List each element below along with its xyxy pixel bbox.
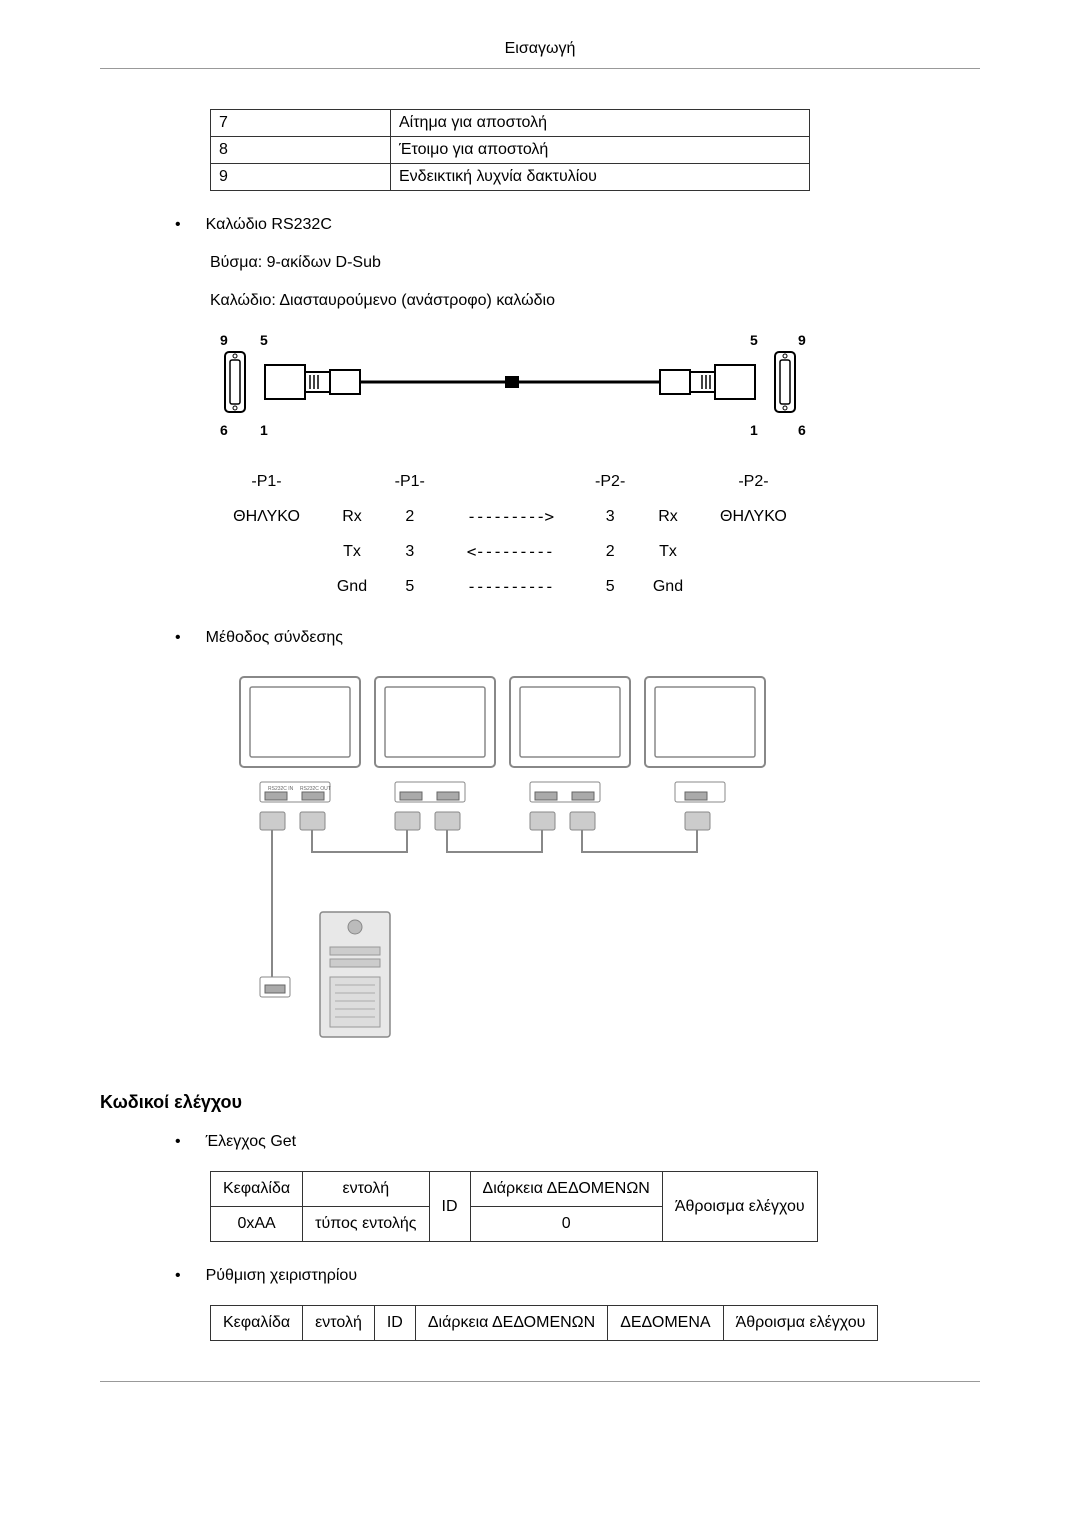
get-control-bullet: Έλεγχος Get	[175, 1133, 980, 1151]
sig1: Tx	[323, 534, 381, 569]
ports-3	[530, 782, 600, 830]
sig2: Rx	[639, 499, 697, 534]
side1: ΘΗΛΥΚΟ	[210, 499, 323, 534]
cable-text: Καλώδιο: Διασταυρούμενο (ανάστροφο) καλώ…	[210, 292, 980, 310]
table-row: 9 Ενδεικτική λυχνία δακτυλίου	[211, 164, 810, 191]
pin-number: 9	[211, 164, 391, 191]
monitor-1	[240, 677, 360, 767]
arrow: ----------	[439, 569, 582, 604]
plug-text: Βύσμα: 9-ακίδων D-Sub	[210, 254, 980, 272]
cable-diagram: 9 5 6 1 5 9 1 6	[210, 330, 810, 445]
get-control-table: Κεφαλίδα εντολή ID Διάρκεια ΔΕΔΟΜΕΝΩΝ Άθ…	[210, 1171, 818, 1242]
cable-svg: 9 5 6 1 5 9 1 6	[210, 330, 810, 440]
section-heading-control-codes: Κωδικοί ελέγχου	[100, 1092, 980, 1113]
p2-header: -P2-	[581, 465, 639, 499]
label-9-left: 9	[220, 332, 228, 348]
cell: 0	[470, 1207, 662, 1242]
sig2: Tx	[639, 534, 697, 569]
pin-desc: Ενδεικτική λυχνία δακτυλίου	[391, 164, 810, 191]
header-cell: ID	[374, 1306, 415, 1341]
monitor-4	[645, 677, 765, 767]
pin1: 5	[381, 569, 439, 604]
connection-label: Μέθοδος σύνδεσης	[206, 629, 343, 647]
label-9-right: 9	[798, 332, 806, 348]
label-1-left: 1	[260, 422, 268, 438]
monitor-2	[375, 677, 495, 767]
arrow: --------->	[439, 499, 582, 534]
cable-bullet: Καλώδιο RS232C	[175, 216, 980, 234]
side2	[697, 534, 810, 569]
label-6-right: 6	[798, 422, 806, 438]
arrow: <---------	[439, 534, 582, 569]
set-control-table: Κεφαλίδα εντολή ID Διάρκεια ΔΕΔΟΜΕΝΩΝ ΔΕ…	[210, 1305, 878, 1341]
header-cell: Κεφαλίδα	[211, 1306, 303, 1341]
set-control-bullet: Ρύθμιση χειριστηρίου	[175, 1267, 980, 1285]
header-cell: Διάρκεια ΔΕΔΟΜΕΝΩΝ	[470, 1172, 662, 1207]
connection-svg: RS232C IN RS232C OUT	[230, 667, 790, 1047]
side2	[697, 569, 810, 604]
pin1: 2	[381, 499, 439, 534]
pin2: 2	[581, 534, 639, 569]
cell: τύπος εντολής	[303, 1207, 429, 1242]
pin-number: 8	[211, 137, 391, 164]
sig1: Gnd	[323, 569, 381, 604]
sig2: Gnd	[639, 569, 697, 604]
ports-1: RS232C IN RS232C OUT	[260, 782, 331, 830]
ports-4	[675, 782, 725, 830]
label-5-right: 5	[750, 332, 758, 348]
get-control-label: Έλεγχος Get	[206, 1133, 297, 1151]
pin2: 3	[581, 499, 639, 534]
header-cell: εντολή	[303, 1172, 429, 1207]
side1	[210, 569, 323, 604]
header-cell: ID	[429, 1172, 470, 1242]
label-6-left: 6	[220, 422, 228, 438]
side1	[210, 534, 323, 569]
ports-2	[395, 782, 465, 830]
page-footer	[100, 1381, 980, 1401]
mapping-row: Gnd 5 ---------- 5 Gnd	[210, 569, 810, 604]
pin-number: 7	[211, 110, 391, 137]
pin-desc: Αίτημα για αποστολή	[391, 110, 810, 137]
page-header: Εισαγωγή	[100, 40, 980, 69]
set-control-label: Ρύθμιση χειριστηρίου	[206, 1267, 357, 1285]
header-cell: Άθροισμα ελέγχου	[662, 1172, 817, 1242]
table-header-row: Κεφαλίδα εντολή ID Διάρκεια ΔΕΔΟΜΕΝΩΝ Άθ…	[211, 1172, 818, 1207]
p1-header: -P1-	[210, 465, 323, 499]
table-row: 7 Αίτημα για αποστολή	[211, 110, 810, 137]
cable-label: Καλώδιο RS232C	[206, 216, 332, 234]
pin1: 3	[381, 534, 439, 569]
label-5-left: 5	[260, 332, 268, 348]
p1-header2: -P1-	[381, 465, 439, 499]
header-cell: ΔΕΔΟΜΕΝΑ	[608, 1306, 723, 1341]
header-cell: Διάρκεια ΔΕΔΟΜΕΝΩΝ	[415, 1306, 607, 1341]
table-row: 8 Έτοιμο για αποστολή	[211, 137, 810, 164]
sig1: Rx	[323, 499, 381, 534]
header-cell: Άθροισμα ελέγχου	[723, 1306, 878, 1341]
pin-desc: Έτοιμο για αποστολή	[391, 137, 810, 164]
header-cell: Κεφαλίδα	[211, 1172, 303, 1207]
svg-text:RS232C OUT: RS232C OUT	[300, 786, 331, 792]
label-1-right: 1	[750, 422, 758, 438]
pc-tower	[320, 912, 390, 1037]
header-cell: εντολή	[303, 1306, 375, 1341]
p2-header2: -P2-	[697, 465, 810, 499]
svg-text:RS232C IN: RS232C IN	[268, 786, 294, 792]
mapping-row: ΘΗΛΥΚΟ Rx 2 ---------> 3 Rx ΘΗΛΥΚΟ	[210, 499, 810, 534]
mapping-header-row: -P1- -P1- -P2- -P2-	[210, 465, 810, 499]
cell: 0xAA	[211, 1207, 303, 1242]
mapping-row: Tx 3 <--------- 2 Tx	[210, 534, 810, 569]
page-title: Εισαγωγή	[505, 40, 576, 57]
pin-description-table: 7 Αίτημα για αποστολή 8 Έτοιμο για αποστ…	[210, 109, 810, 191]
connection-diagram: RS232C IN RS232C OUT	[230, 667, 980, 1052]
pin2: 5	[581, 569, 639, 604]
side2: ΘΗΛΥΚΟ	[697, 499, 810, 534]
monitor-3	[510, 677, 630, 767]
pin-mapping-table: -P1- -P1- -P2- -P2- ΘΗΛΥΚΟ Rx 2 --------…	[210, 465, 810, 604]
connection-bullet: Μέθοδος σύνδεσης	[175, 629, 980, 647]
table-header-row: Κεφαλίδα εντολή ID Διάρκεια ΔΕΔΟΜΕΝΩΝ ΔΕ…	[211, 1306, 878, 1341]
